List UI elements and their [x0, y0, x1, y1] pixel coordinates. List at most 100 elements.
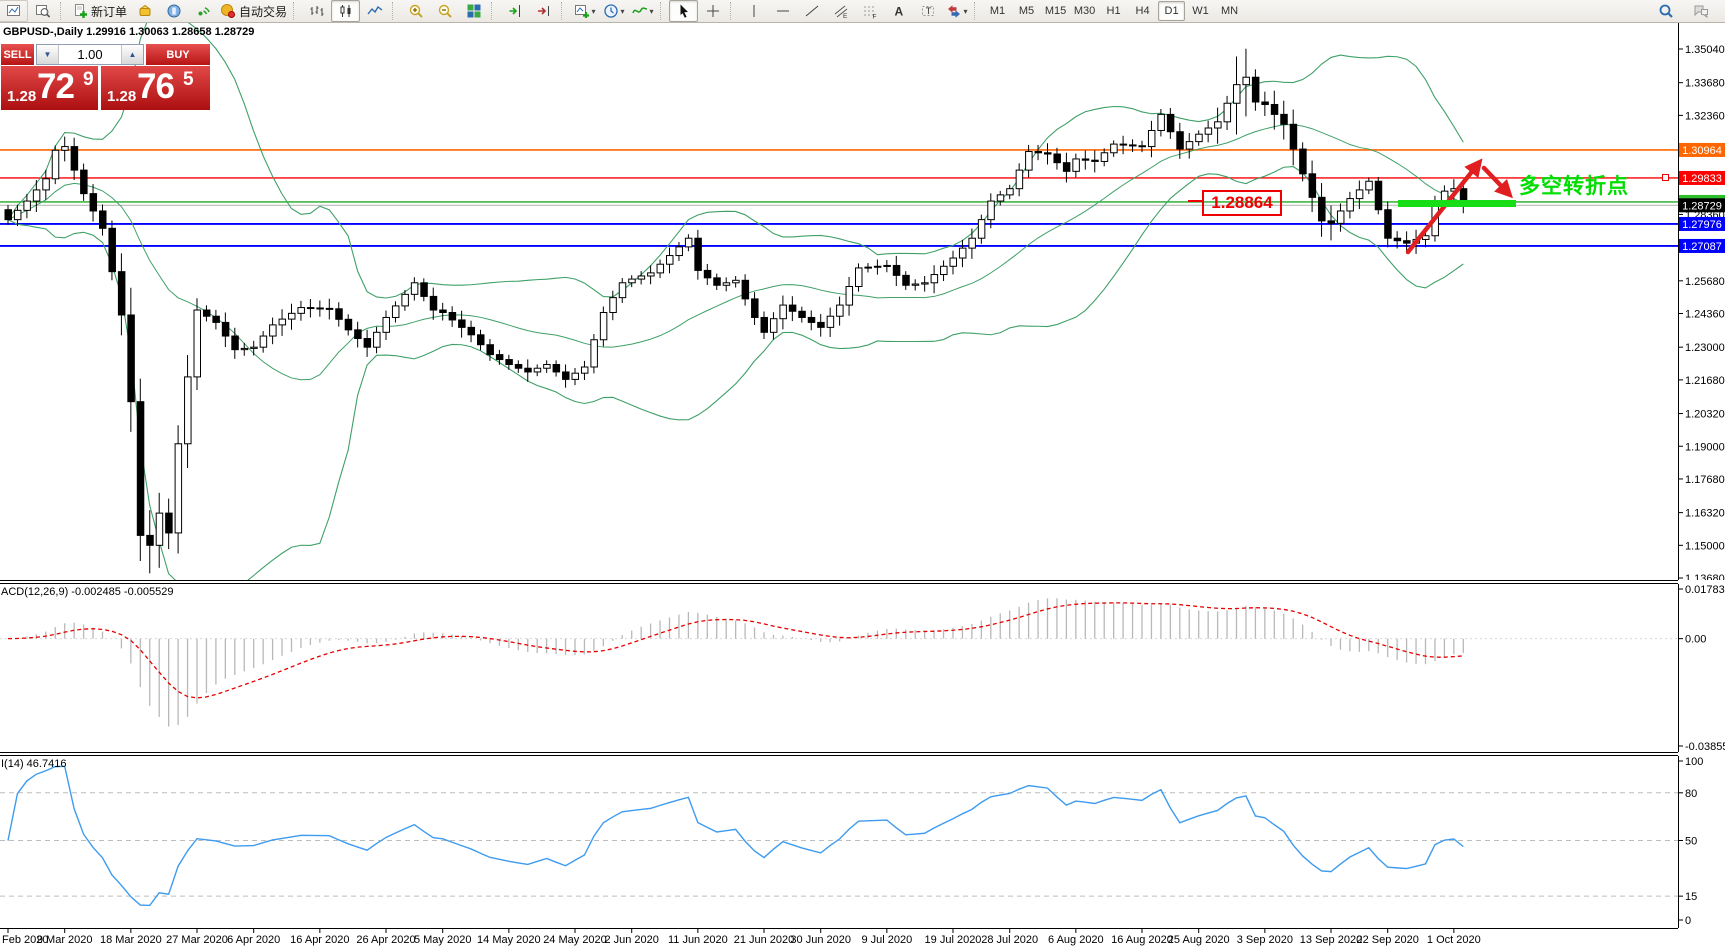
buy-button[interactable]: BUY	[146, 44, 210, 65]
svg-text:1.15000: 1.15000	[1685, 540, 1725, 552]
signals-icon[interactable]	[188, 0, 217, 22]
line-chart-icon[interactable]	[360, 0, 389, 22]
svg-text:1.33680: 1.33680	[1685, 78, 1725, 90]
svg-text:6 Aug 2020: 6 Aug 2020	[1048, 934, 1104, 946]
svg-text:-0.038559: -0.038559	[1685, 741, 1725, 752]
timeframe-button-m5[interactable]: M5	[1018, 5, 1035, 17]
autotrading-button[interactable]: 自动交易	[217, 0, 290, 22]
timeframe-button-h1[interactable]: H1	[1106, 5, 1121, 17]
trend-arrow-annotation[interactable]	[1405, 158, 1513, 255]
svg-text:16 Aug 2020: 16 Aug 2020	[1111, 934, 1173, 946]
buy-price-button[interactable]: 1.28 76 5	[101, 66, 210, 110]
svg-text:19 Jul 2020: 19 Jul 2020	[925, 934, 982, 946]
svg-text:T: T	[925, 6, 931, 16]
rsi-pane-surface[interactable]: 100 80 50 15 0	[0, 756, 1725, 928]
svg-text:5 May 2020: 5 May 2020	[414, 934, 471, 946]
svg-text:1.13680: 1.13680	[1685, 573, 1725, 580]
svg-text:0.017833: 0.017833	[1685, 584, 1725, 596]
search-icon[interactable]	[1651, 0, 1680, 22]
ohlc-high: 1.30063	[128, 26, 169, 38]
svg-text:21 Jun 2020: 21 Jun 2020	[734, 934, 795, 946]
timeframe-button-h4[interactable]: H4	[1135, 5, 1150, 17]
svg-text:1.28729: 1.28729	[1682, 200, 1722, 212]
svg-text:1.29833: 1.29833	[1682, 173, 1722, 185]
autotrading-button-label: 自动交易	[239, 4, 288, 19]
toolbar-separator	[730, 2, 736, 20]
equidistant-channel-icon[interactable]: E	[826, 0, 855, 22]
profiles-icon[interactable]: ▾	[599, 0, 628, 22]
text-icon[interactable]: A	[884, 0, 913, 22]
new-order-button[interactable]: 新订单	[69, 0, 130, 22]
main-chart-surface[interactable]: 1.350401.336801.323601.283601.256801.243…	[0, 23, 1725, 580]
line-selection-handle[interactable]	[1662, 174, 1669, 181]
pane-splitter-1a[interactable]	[0, 580, 1678, 581]
symbol-info-line: GBPUSD-,Daily 1.29916 1.30063 1.28658 1.…	[3, 26, 254, 38]
text-label-icon[interactable]: T	[913, 0, 942, 22]
bar-chart-icon[interactable]	[302, 0, 331, 22]
timeframe-button-m15[interactable]: M15	[1044, 5, 1067, 17]
toolbar-separator	[392, 2, 398, 20]
vertical-line-icon[interactable]	[739, 0, 768, 22]
fibonacci-icon[interactable]: F	[855, 0, 884, 22]
metaeditor-icon[interactable]	[130, 0, 159, 22]
pane-splitter-2a[interactable]	[0, 752, 1678, 753]
strategy-tester-icon[interactable]	[159, 0, 188, 22]
chat-icon[interactable]	[1686, 0, 1715, 22]
new-chart-icon[interactable]: ▾	[570, 0, 599, 22]
zoom-in-icon[interactable]	[401, 0, 430, 22]
sell-button[interactable]: SELL	[1, 44, 34, 65]
price-axis-ticks: 1.350401.336801.323601.283601.256801.243…	[1678, 44, 1725, 580]
auto-scroll-icon[interactable]	[529, 0, 558, 22]
volume-decrease-button[interactable]: ▼	[37, 45, 59, 64]
timeframe-button-w1[interactable]: W1	[1192, 5, 1209, 17]
date-axis-border	[0, 928, 1678, 929]
svg-text:27 Mar 2020: 27 Mar 2020	[166, 934, 228, 946]
toolbar-separator	[293, 2, 299, 20]
chart-window-icon[interactable]	[0, 0, 28, 22]
horizontal-line-icon[interactable]	[768, 0, 797, 22]
svg-text:1.21680: 1.21680	[1685, 375, 1725, 387]
ohlc-open: 1.29916	[86, 26, 126, 38]
svg-text:Feb 2020: Feb 2020	[2, 934, 48, 946]
timeframe-button-m1[interactable]: M1	[989, 5, 1006, 17]
timeframe-button-d1[interactable]: D1	[1158, 1, 1186, 21]
svg-text:50: 50	[1685, 836, 1697, 848]
svg-text:1.25680: 1.25680	[1685, 276, 1725, 288]
svg-text:15: 15	[1685, 891, 1697, 903]
volume-increase-button[interactable]: ▲	[121, 45, 143, 64]
chevron-down-icon: ▾	[963, 6, 968, 16]
trendline-icon[interactable]	[797, 0, 826, 22]
sell-price-button[interactable]: 1.28 72 9	[1, 66, 98, 110]
svg-text:1.32360: 1.32360	[1685, 110, 1725, 122]
timeframe-button-mn[interactable]: MN	[1220, 5, 1239, 17]
pane-splitter-1b[interactable]	[0, 583, 1678, 584]
volume-value[interactable]: 1.00	[77, 47, 103, 62]
svg-text:9 Jul 2020: 9 Jul 2020	[861, 934, 912, 946]
zoom-out-icon[interactable]	[430, 0, 459, 22]
tile-windows-icon[interactable]	[459, 0, 488, 22]
svg-text:6 Apr 2020: 6 Apr 2020	[227, 934, 280, 946]
svg-text:0: 0	[1685, 915, 1691, 927]
timeframe-button-m30[interactable]: M30	[1073, 5, 1096, 17]
svg-text:A: A	[894, 5, 903, 19]
svg-text:2 Jun 2020: 2 Jun 2020	[604, 934, 658, 946]
price-axis-label-boxes: 1.309641.298331.288641.287291.279761.270…	[1679, 142, 1725, 253]
rsi-line	[7, 765, 1464, 907]
macd-pane-surface[interactable]: 0.017833 0.00 -0.038559	[0, 584, 1725, 752]
pane-splitter-2b[interactable]	[0, 755, 1678, 756]
shapes-icon[interactable]: ▾	[942, 0, 971, 22]
svg-text:13 Sep 2020: 13 Sep 2020	[1300, 934, 1362, 946]
support-zone-bar[interactable]	[1398, 200, 1516, 207]
crosshair-icon[interactable]	[698, 0, 727, 22]
svg-text:22 Sep 2020: 22 Sep 2020	[1357, 934, 1419, 946]
one-click-trading-panel: SELL ▼ 1.00 ▲ BUY 1.28 72 9 1.28 76 5	[1, 44, 210, 110]
data-window-icon[interactable]	[28, 0, 57, 22]
indicators-icon[interactable]: ▾	[628, 0, 657, 22]
svg-text:24 May 2020: 24 May 2020	[543, 934, 607, 946]
price-text-annotation[interactable]: 1.28864	[1202, 190, 1282, 216]
turning-point-annotation[interactable]: 多空转折点	[1519, 175, 1629, 198]
cursor-icon[interactable]	[669, 0, 699, 22]
candlestick-chart-icon[interactable]	[331, 0, 361, 22]
chart-shift-icon[interactable]	[500, 0, 529, 22]
